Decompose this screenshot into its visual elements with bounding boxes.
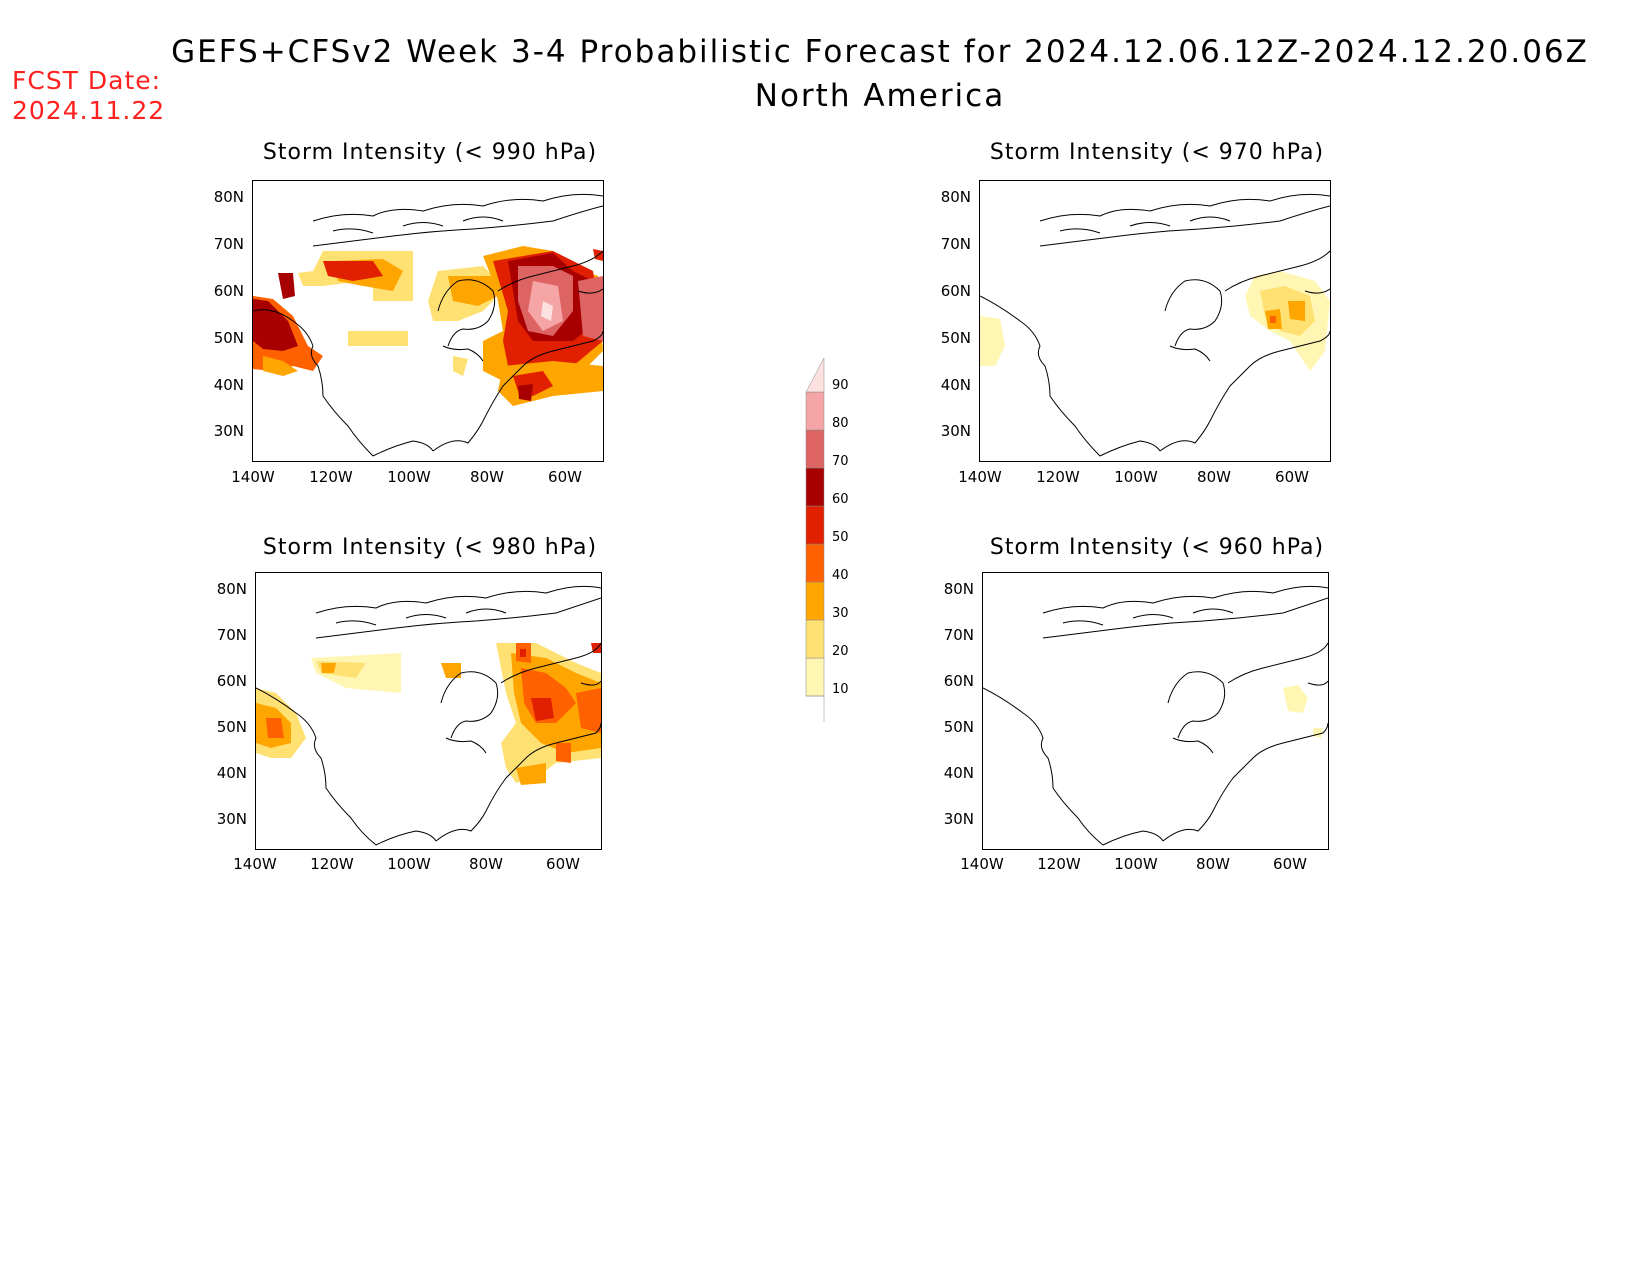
cbar-swatch (805, 581, 825, 621)
lat-tick: 70N (216, 626, 247, 644)
lon-tick: 60W (548, 468, 582, 486)
panel-970: Storm Intensity (< 970 hPa) (927, 140, 1387, 500)
cbar-label: 80 (832, 416, 849, 431)
lon-tick: 80W (469, 855, 503, 873)
cbar-swatch (805, 391, 825, 431)
map-frame (255, 572, 602, 850)
lon-tick: 120W (310, 855, 354, 873)
coastlines (983, 585, 1328, 846)
coastlines (253, 193, 603, 457)
panel-title: Storm Intensity (< 980 hPa) (262, 535, 598, 560)
lon-tick: 140W (231, 468, 275, 486)
panel-title: Storm Intensity (< 970 hPa) (989, 140, 1325, 165)
cbar-top-arrow (805, 357, 825, 393)
cbar-label: 70 (832, 454, 849, 469)
coastlines (980, 193, 1330, 457)
cbar-label: 90 (832, 378, 849, 393)
title-line-2: North America (754, 78, 1006, 114)
colorbar-swatches (805, 357, 825, 722)
lat-tick: 70N (943, 626, 974, 644)
lat-tick: 50N (943, 718, 974, 736)
cbar-swatch (805, 543, 825, 583)
lat-tick: 30N (213, 422, 244, 440)
cbar-label: 50 (832, 530, 849, 545)
cbar-label: 10 (832, 682, 849, 697)
lon-tick: 100W (1114, 855, 1158, 873)
lat-tick: 40N (943, 764, 974, 782)
lat-tick: 30N (943, 810, 974, 828)
chart-title: GEFS+CFSv2 Week 3-4 Probabilistic Foreca… (110, 30, 1650, 118)
lat-tick: 40N (216, 764, 247, 782)
probability-shading (253, 246, 603, 406)
lon-tick: 120W (1036, 468, 1080, 486)
map-frame (979, 180, 1331, 462)
lon-tick: 60W (1273, 855, 1307, 873)
colorbar: 10 20 30 40 50 60 70 80 90 (800, 330, 860, 730)
lat-tick: 30N (940, 422, 971, 440)
forecast-date-label: FCST Date: (12, 66, 162, 95)
lon-tick: 140W (958, 468, 1002, 486)
lat-tick: 70N (940, 235, 971, 253)
lat-tick: 40N (213, 376, 244, 394)
lon-tick: 80W (1197, 468, 1231, 486)
panel-title: Storm Intensity (< 960 hPa) (989, 535, 1325, 560)
lon-tick: 80W (1196, 855, 1230, 873)
cbar-label: 40 (832, 568, 849, 583)
lat-tick: 80N (943, 580, 974, 598)
map-frame (252, 180, 604, 462)
cbar-swatch (805, 467, 825, 507)
lon-tick: 100W (1114, 468, 1158, 486)
lat-tick: 30N (216, 810, 247, 828)
cbar-bottom-edge (806, 695, 825, 722)
forecast-date: FCST Date: 2024.11.22 (12, 66, 165, 126)
lon-tick: 100W (387, 855, 431, 873)
lat-tick: 60N (943, 672, 974, 690)
lat-tick: 50N (216, 718, 247, 736)
lat-tick: 60N (216, 672, 247, 690)
panel-960: Storm Intensity (< 960 hPa) 80N 70N 60N (927, 535, 1387, 895)
title-line-1: GEFS+CFSv2 Week 3-4 Probabilistic Foreca… (171, 34, 1589, 70)
forecast-date-value: 2024.11.22 (12, 96, 166, 125)
map-svg (983, 585, 1328, 846)
cbar-swatch (805, 505, 825, 545)
lon-tick: 120W (1037, 855, 1081, 873)
lat-tick: 80N (940, 188, 971, 206)
map-svg (980, 193, 1330, 457)
cbar-label: 60 (832, 492, 849, 507)
lat-tick: 80N (213, 188, 244, 206)
lat-tick: 70N (213, 235, 244, 253)
lon-tick: 140W (233, 855, 277, 873)
lon-tick: 120W (309, 468, 353, 486)
map-svg (256, 585, 601, 846)
probability-shading (980, 271, 1330, 371)
lon-tick: 60W (1275, 468, 1309, 486)
cbar-label: 20 (832, 644, 849, 659)
lat-tick: 60N (940, 282, 971, 300)
probability-shading (256, 643, 601, 785)
panel-980: Storm Intensity (< 980 hPa) (200, 535, 660, 895)
cbar-swatch (805, 429, 825, 469)
lon-tick: 60W (546, 855, 580, 873)
lat-tick: 50N (213, 329, 244, 347)
cbar-label: 30 (832, 606, 849, 621)
lon-tick: 80W (470, 468, 504, 486)
lat-tick: 40N (940, 376, 971, 394)
lat-tick: 60N (213, 282, 244, 300)
coastlines (256, 585, 601, 846)
map-frame (982, 572, 1329, 850)
cbar-swatch (805, 657, 825, 697)
lon-tick: 100W (387, 468, 431, 486)
lon-tick: 140W (960, 855, 1004, 873)
probability-shading (1283, 685, 1323, 738)
panel-title: Storm Intensity (< 990 hPa) (262, 140, 598, 165)
lat-tick: 80N (216, 580, 247, 598)
panel-990: Storm Intensity (< 990 hPa) (200, 140, 660, 500)
cbar-swatch (805, 619, 825, 659)
lat-tick: 50N (940, 329, 971, 347)
map-svg (253, 193, 603, 457)
